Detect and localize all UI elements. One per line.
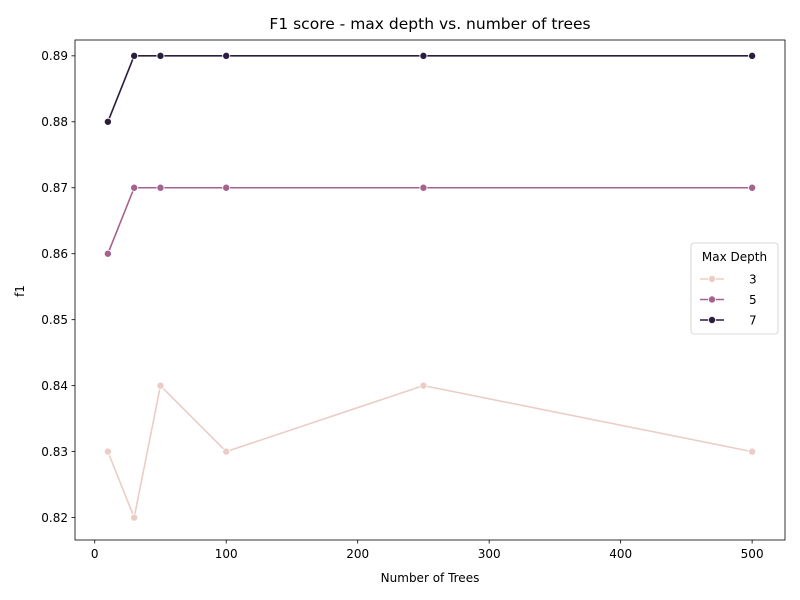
y-tick-label: 0.84 [41, 379, 68, 393]
x-tick-label: 500 [741, 547, 764, 561]
series-point-7 [748, 51, 757, 60]
legend-title: Max Depth [702, 250, 767, 264]
x-tick-label: 200 [346, 547, 369, 561]
plot-frame [74, 39, 786, 541]
series-point-3 [156, 381, 165, 390]
series-line-7 [107, 55, 753, 123]
legend-label-7: 7 [749, 313, 757, 327]
y-tick-label: 0.85 [41, 313, 68, 327]
series-point-5 [103, 249, 112, 258]
chart-title: F1 score - max depth vs. number of trees [269, 15, 590, 33]
x-tick-label: 100 [215, 547, 238, 561]
series-point-3 [748, 447, 757, 456]
series-point-7 [103, 117, 112, 126]
legend-label-3: 3 [749, 272, 757, 286]
series-point-5 [156, 183, 165, 192]
y-tick-label: 0.88 [41, 115, 68, 129]
legend-box [690, 242, 779, 335]
x-tick-label: 300 [478, 547, 501, 561]
series-point-5 [748, 183, 757, 192]
y-tick-label: 0.86 [41, 247, 68, 261]
series-line-3 [107, 384, 753, 519]
series-point-3 [419, 381, 428, 390]
y-tick-label: 0.87 [41, 181, 68, 195]
series-point-5 [222, 183, 231, 192]
y-tick-label: 0.83 [41, 445, 68, 459]
series-point-3 [103, 447, 112, 456]
legend-label-5: 5 [749, 293, 757, 307]
series-line-5 [107, 186, 753, 255]
legend: Max Depth 3 5 7 [690, 242, 779, 335]
series-point-3 [130, 513, 139, 522]
plot-area: 0 100 200 300 400 500 0.82 0.83 0.84 0.85 0.86 0.87… [41, 39, 786, 561]
legend-marker-5 [708, 295, 717, 304]
y-tick-label: 0.82 [41, 511, 68, 525]
series-point-5 [130, 183, 139, 192]
x-axis-label: Number of Trees [381, 571, 480, 585]
series-point-5 [419, 183, 428, 192]
y-tick-label: 0.89 [41, 49, 68, 63]
series-point-3 [222, 447, 231, 456]
legend-marker-7 [708, 315, 717, 324]
series-point-7 [222, 51, 231, 60]
x-tick-label: 0 [91, 547, 99, 561]
series-point-7 [156, 51, 165, 60]
x-tick-label: 400 [609, 547, 632, 561]
y-axis-label: f1 [13, 285, 27, 297]
series-point-7 [419, 51, 428, 60]
series-point-7 [130, 51, 139, 60]
legend-marker-3 [708, 274, 717, 283]
